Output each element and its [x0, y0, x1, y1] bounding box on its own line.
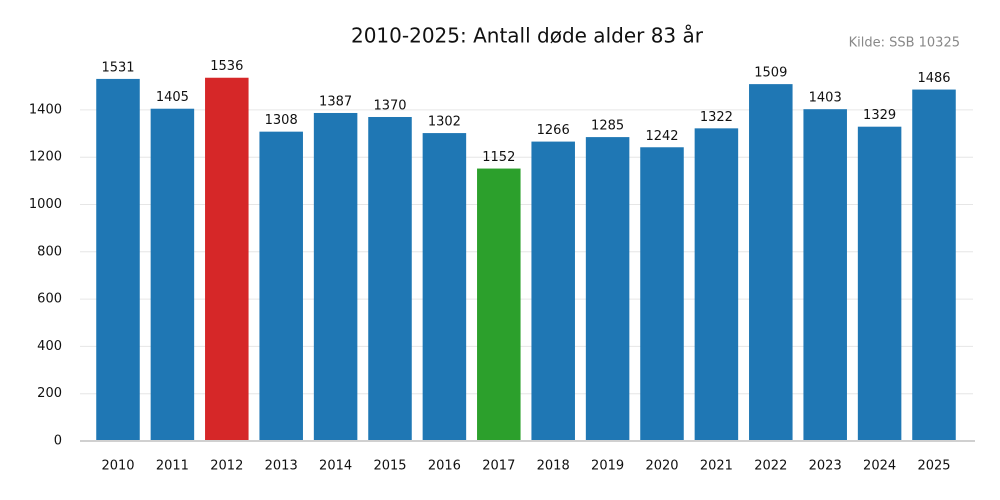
value-label: 1242 — [645, 129, 678, 144]
value-label: 1387 — [319, 94, 352, 109]
y-tick-label: 0 — [54, 434, 62, 449]
x-tick-label: 2017 — [482, 459, 515, 474]
chart-title: 2010-2025: Antall døde alder 83 år — [351, 24, 704, 48]
y-tick-label: 400 — [37, 339, 62, 354]
value-label: 1486 — [917, 71, 950, 86]
source-note: Kilde: SSB 10325 — [849, 36, 960, 51]
value-label: 1536 — [210, 59, 243, 74]
value-label: 1405 — [156, 90, 189, 105]
y-tick-label: 600 — [37, 292, 62, 307]
y-tick-label: 1200 — [29, 150, 62, 165]
value-label: 1152 — [482, 150, 515, 165]
x-tick-label: 2014 — [319, 459, 352, 474]
x-tick-label: 2016 — [428, 459, 461, 474]
x-tick-label: 2011 — [156, 459, 189, 474]
x-tick-label: 2015 — [373, 459, 406, 474]
bar — [96, 78, 140, 441]
x-tick-label: 2024 — [863, 459, 896, 474]
bar — [694, 128, 739, 442]
x-tick-label: 2018 — [537, 459, 570, 474]
value-label: 1329 — [863, 108, 896, 123]
bar — [531, 141, 575, 441]
bar — [585, 137, 630, 441]
bar — [912, 89, 956, 441]
bar — [803, 109, 847, 442]
x-tick-label: 2023 — [809, 459, 842, 474]
value-label: 1308 — [265, 113, 298, 128]
bar — [259, 131, 303, 441]
bar — [749, 84, 793, 442]
bar — [368, 116, 412, 442]
bar — [640, 147, 684, 441]
y-tick-label: 1000 — [29, 197, 62, 212]
value-label: 1322 — [700, 110, 733, 125]
bar — [313, 112, 358, 442]
bar — [205, 77, 249, 442]
x-tick-label: 2022 — [754, 459, 787, 474]
value-label: 1285 — [591, 119, 624, 134]
x-tick-label: 2020 — [645, 459, 678, 474]
x-tick-label: 2019 — [591, 459, 624, 474]
bar — [422, 133, 467, 441]
value-label: 1403 — [809, 91, 842, 106]
x-tick-label: 2010 — [101, 459, 134, 474]
x-tick-label: 2013 — [265, 459, 298, 474]
value-label: 1531 — [101, 60, 134, 75]
x-tick-label: 2025 — [917, 459, 950, 474]
value-label: 1509 — [754, 66, 787, 81]
y-tick-label: 200 — [37, 386, 62, 401]
value-label: 1302 — [428, 115, 461, 130]
bar — [857, 126, 902, 441]
bar — [477, 168, 521, 441]
x-tick-label: 2021 — [700, 459, 733, 474]
bar — [150, 108, 195, 441]
y-tick-label: 800 — [37, 244, 62, 259]
y-tick-label: 1400 — [29, 102, 62, 117]
value-label: 1370 — [373, 98, 406, 113]
value-label: 1266 — [537, 123, 570, 138]
x-tick-label: 2012 — [210, 459, 243, 474]
